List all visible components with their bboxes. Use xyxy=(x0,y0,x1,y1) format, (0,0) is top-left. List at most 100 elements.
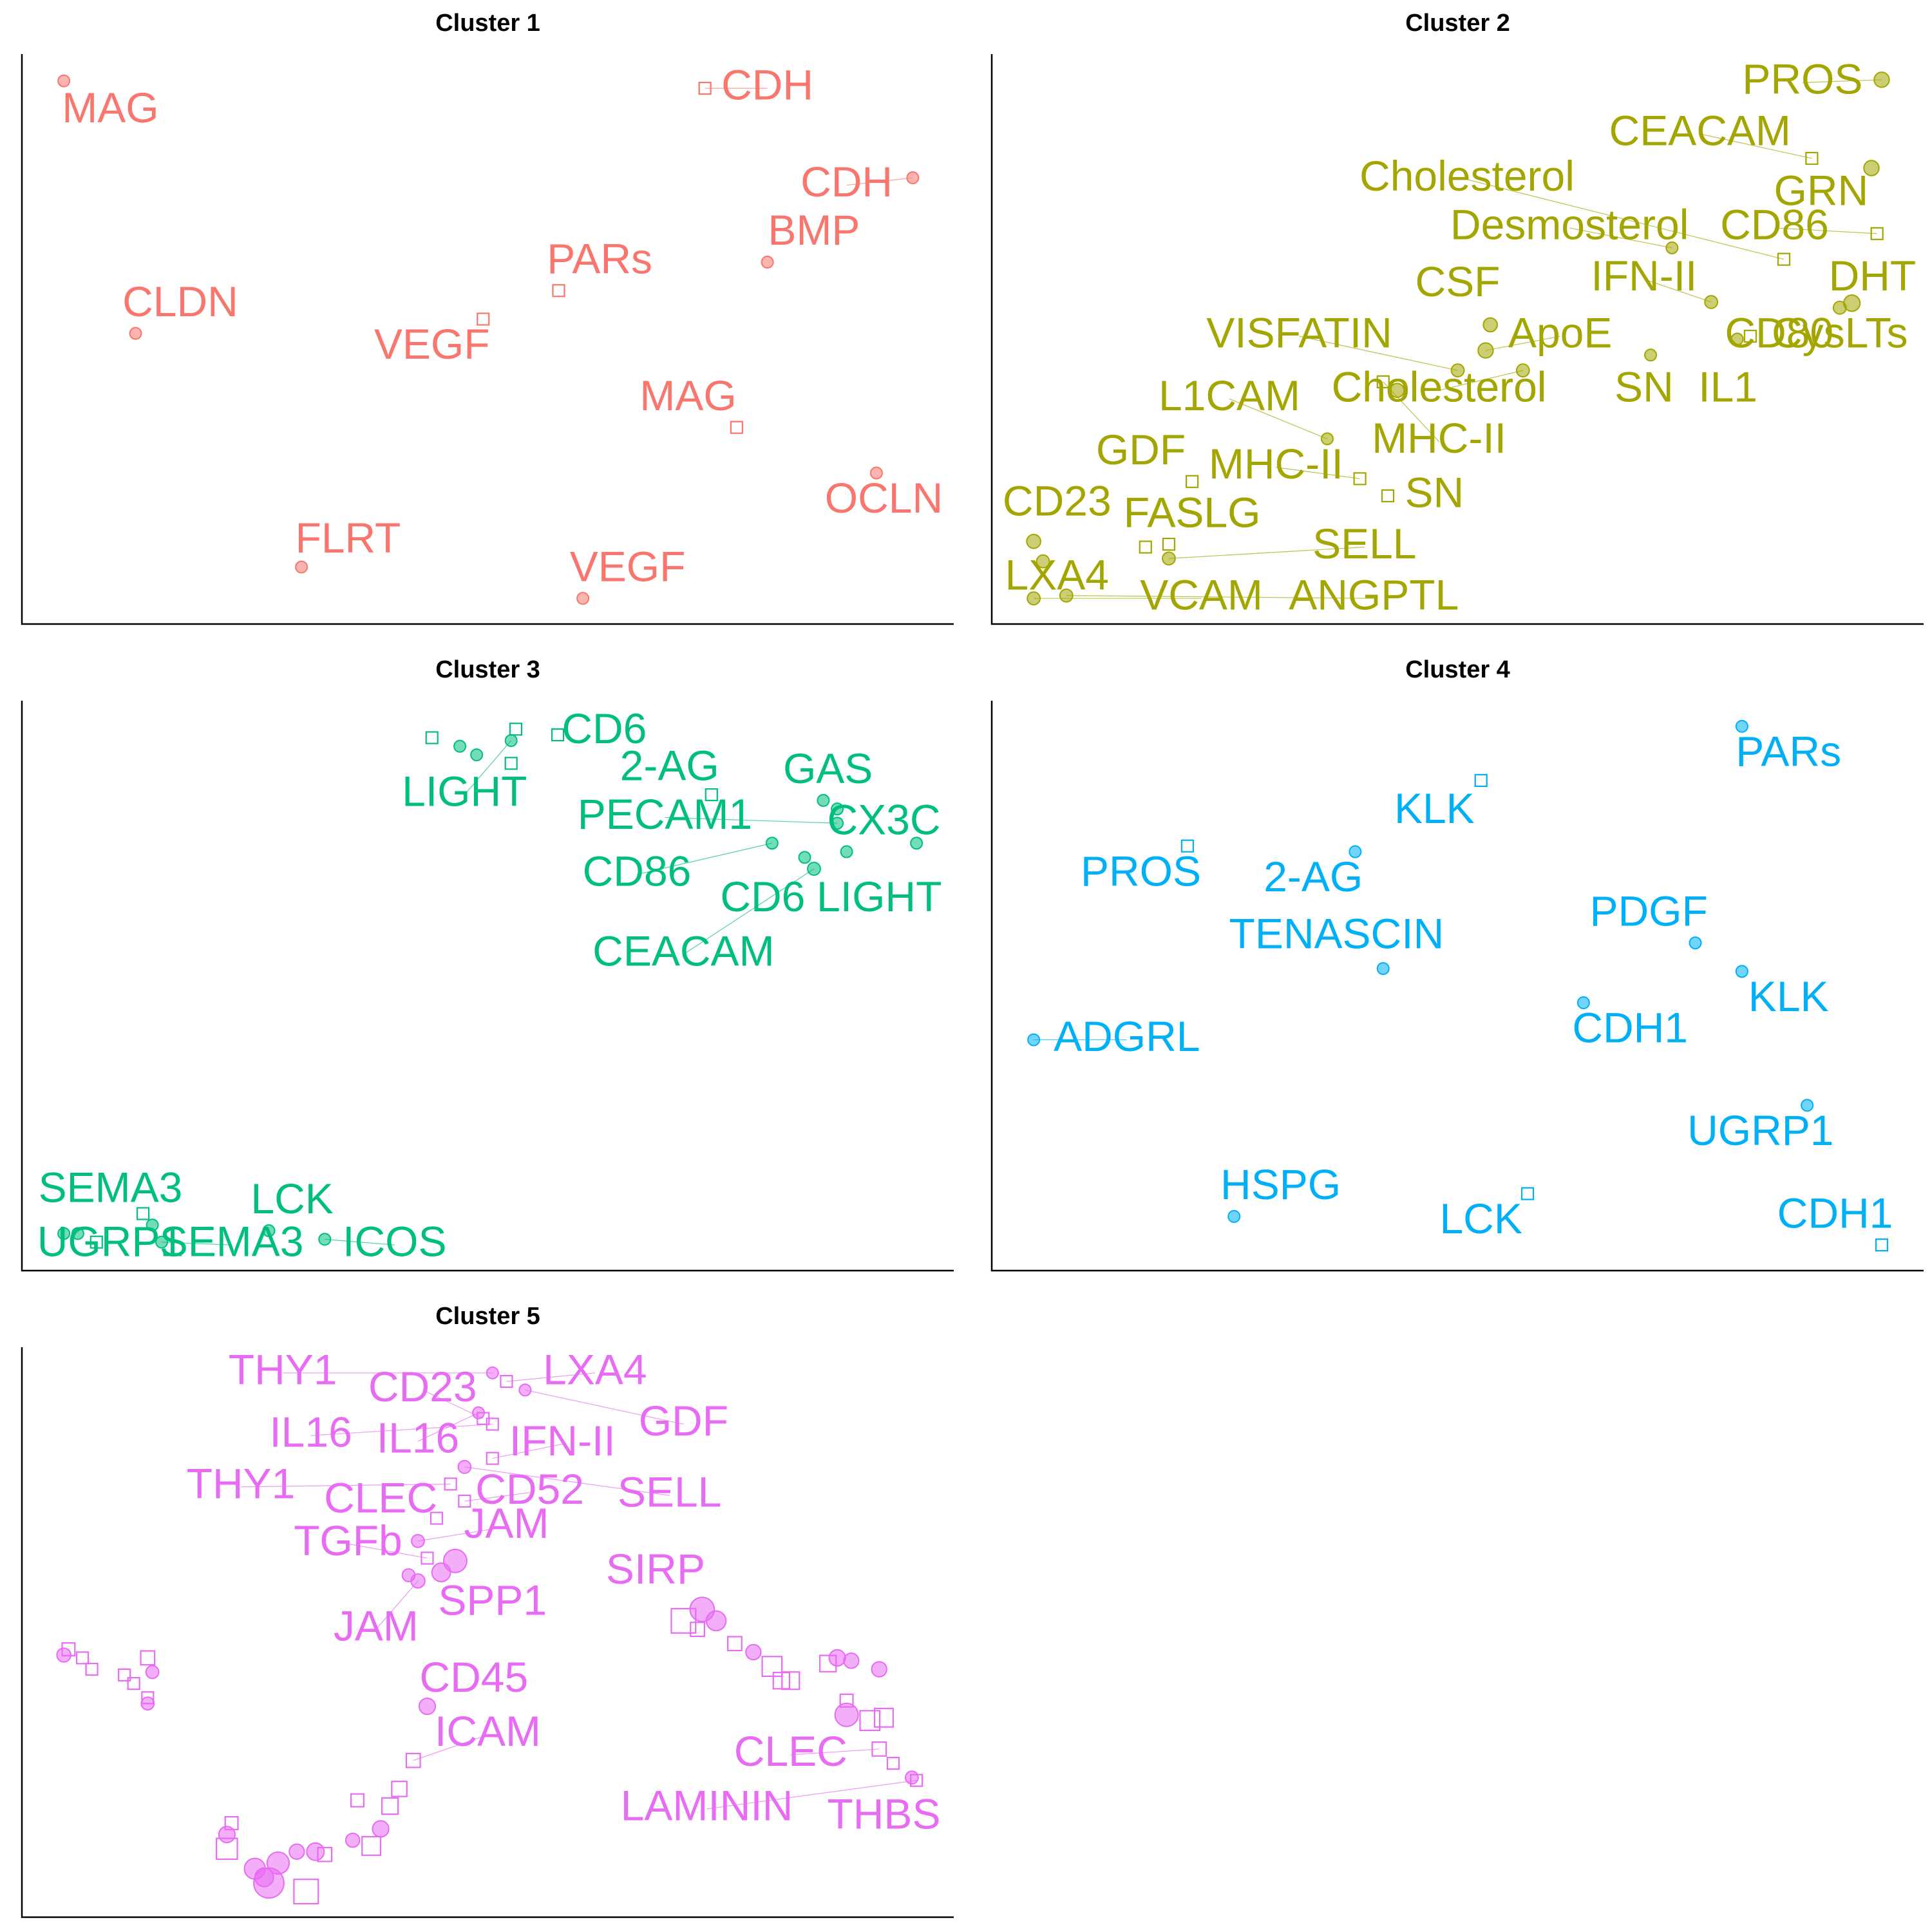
point-marks xyxy=(1027,719,1888,1252)
circle-point xyxy=(761,256,774,269)
square-point xyxy=(350,1793,365,1808)
circle-point xyxy=(910,837,923,850)
circle-point xyxy=(431,1562,451,1582)
square-point xyxy=(1186,475,1199,488)
circle-point xyxy=(828,1649,846,1667)
point-label: FLRT xyxy=(296,514,401,562)
circle-point xyxy=(869,466,883,480)
point-label: CD23 xyxy=(368,1363,477,1410)
point-label: PROS xyxy=(1742,55,1862,103)
point-label: OCLN xyxy=(825,474,943,522)
square-point xyxy=(137,1207,150,1220)
leader-line xyxy=(325,1238,395,1245)
leader-line xyxy=(706,1780,917,1810)
point-label: IFN-II xyxy=(509,1417,616,1464)
point-label: UGRP1 xyxy=(37,1218,184,1265)
point-label: IL1 xyxy=(1698,363,1757,411)
panel-cluster-2: Cluster 2PROSCEACAMGRNCD86CholesterolDes… xyxy=(990,10,1924,625)
point-labels: PARs KLK PROS 2-AG TENASCIN PDGF KLK CDH1 ADGRL U… xyxy=(1054,728,1893,1243)
square-point xyxy=(127,1677,140,1690)
point-label: MHC-II xyxy=(1372,414,1506,462)
leader-line xyxy=(1802,79,1882,83)
point-label: JAM xyxy=(334,1602,419,1650)
axis-lines xyxy=(21,54,954,625)
panel-title: Cluster 3 xyxy=(435,656,540,683)
point-label: THBS xyxy=(827,1790,940,1838)
point-label: IL16 xyxy=(377,1414,459,1461)
point-label: THY1 xyxy=(187,1459,296,1507)
leader-line xyxy=(162,1242,232,1245)
square-point xyxy=(430,1511,444,1525)
square-point xyxy=(1743,329,1757,343)
leader-line xyxy=(1168,546,1365,559)
square-point xyxy=(61,1642,76,1657)
square-point xyxy=(1180,839,1194,853)
circle-point xyxy=(817,793,830,807)
circle-point xyxy=(345,1832,361,1848)
square-point xyxy=(551,728,565,742)
circle-point xyxy=(411,1534,425,1548)
square-point xyxy=(1474,773,1488,788)
square-point xyxy=(140,1650,156,1666)
leader-line xyxy=(1229,398,1328,439)
point-label: LXA4 xyxy=(1005,551,1109,599)
point-marks xyxy=(56,1366,923,1905)
point-label: CD80 xyxy=(1725,309,1833,357)
point-label: THY1 xyxy=(229,1345,337,1393)
circle-point xyxy=(1515,363,1530,378)
leader-line xyxy=(1066,595,1374,599)
square-point xyxy=(425,731,439,744)
leader-line xyxy=(1466,179,1785,260)
circle-point xyxy=(1059,588,1074,603)
point-marks xyxy=(57,74,920,605)
point-label: CLEC xyxy=(324,1473,437,1521)
circle-point xyxy=(871,1661,887,1678)
square-point xyxy=(873,1707,894,1728)
square-point xyxy=(1805,151,1819,166)
circle-point xyxy=(576,592,590,605)
square-point xyxy=(486,1452,499,1465)
square-point xyxy=(1870,227,1884,240)
circle-point xyxy=(1477,342,1494,359)
point-label: Desmosterol xyxy=(1450,200,1689,248)
panel-title: Cluster 5 xyxy=(435,1303,540,1330)
point-label: PROS xyxy=(1081,847,1201,895)
point-label: FASLG xyxy=(1124,488,1261,536)
leader-lines xyxy=(162,740,838,1245)
square-point xyxy=(1381,489,1395,502)
circle-point xyxy=(1644,348,1658,362)
leader-line xyxy=(464,1466,670,1496)
leader-line xyxy=(348,1543,428,1559)
point-label: GDF xyxy=(1096,426,1186,473)
point-label: CSF xyxy=(1416,258,1501,305)
point-label: VEGF xyxy=(570,542,686,590)
leader-line xyxy=(1485,336,1560,351)
panel-title: Cluster 1 xyxy=(435,10,540,37)
circle-point xyxy=(155,1235,169,1249)
circle-point xyxy=(470,748,484,762)
circle-point xyxy=(504,734,518,747)
square-point xyxy=(690,1622,705,1637)
leader-line xyxy=(683,868,815,955)
square-point xyxy=(90,1235,103,1249)
circle-point xyxy=(831,817,844,830)
circle-point xyxy=(705,1610,727,1632)
circle-point xyxy=(57,74,71,88)
square-point xyxy=(886,1756,900,1770)
point-label: FASLG xyxy=(1124,488,1261,536)
circle-point xyxy=(798,851,811,864)
leader-line xyxy=(1700,133,1812,159)
square-point xyxy=(871,1741,887,1757)
square-point xyxy=(381,1797,399,1815)
axis-lines xyxy=(21,1347,954,1918)
circle-point xyxy=(834,1702,859,1727)
circle-point xyxy=(1450,363,1465,378)
circle-point xyxy=(1389,383,1405,398)
point-label: CD86 xyxy=(583,847,692,895)
circle-point xyxy=(1349,845,1362,858)
circle-point xyxy=(1036,554,1050,569)
point-label: CLEC xyxy=(734,1727,848,1775)
circle-point xyxy=(1689,936,1702,950)
